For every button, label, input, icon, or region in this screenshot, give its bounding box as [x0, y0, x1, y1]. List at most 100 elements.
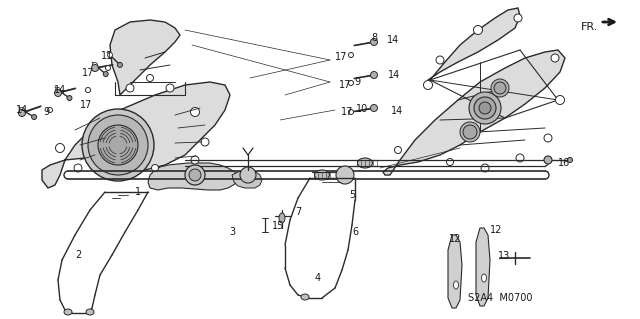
Ellipse shape [447, 159, 454, 166]
Ellipse shape [126, 84, 134, 92]
Ellipse shape [556, 95, 564, 105]
Ellipse shape [358, 158, 372, 168]
Ellipse shape [56, 144, 65, 152]
Ellipse shape [67, 95, 72, 100]
Text: 16: 16 [558, 158, 570, 168]
Ellipse shape [47, 108, 52, 113]
Ellipse shape [474, 97, 496, 119]
Ellipse shape [93, 63, 97, 68]
Ellipse shape [240, 167, 256, 183]
Text: 11: 11 [101, 51, 113, 61]
Ellipse shape [463, 125, 477, 139]
Polygon shape [232, 170, 262, 188]
Ellipse shape [201, 138, 209, 146]
Ellipse shape [74, 164, 82, 172]
Ellipse shape [436, 56, 444, 64]
Text: 10: 10 [356, 104, 368, 114]
Ellipse shape [82, 109, 154, 181]
Text: 17: 17 [82, 68, 94, 78]
Ellipse shape [481, 274, 486, 282]
Text: 17: 17 [335, 52, 347, 62]
Polygon shape [148, 163, 238, 190]
Ellipse shape [424, 80, 433, 90]
Ellipse shape [481, 164, 489, 172]
Ellipse shape [514, 14, 522, 22]
Ellipse shape [86, 309, 94, 315]
Ellipse shape [479, 102, 491, 114]
Ellipse shape [191, 156, 199, 164]
Polygon shape [110, 20, 180, 95]
Ellipse shape [454, 281, 458, 289]
Text: 15: 15 [272, 221, 284, 231]
Ellipse shape [117, 63, 122, 67]
Text: 14: 14 [388, 70, 400, 80]
Text: 8: 8 [371, 33, 377, 43]
Ellipse shape [166, 84, 174, 92]
Ellipse shape [469, 92, 501, 124]
Text: 17: 17 [339, 80, 351, 90]
Ellipse shape [147, 75, 154, 81]
Ellipse shape [191, 108, 200, 116]
Ellipse shape [314, 170, 330, 180]
Text: 5: 5 [349, 190, 355, 200]
Ellipse shape [516, 154, 524, 162]
Polygon shape [476, 228, 490, 306]
Ellipse shape [106, 65, 111, 70]
Text: S2A4  M0700: S2A4 M0700 [468, 293, 532, 303]
Ellipse shape [371, 39, 378, 46]
Text: 14: 14 [16, 105, 28, 115]
Ellipse shape [56, 87, 61, 93]
Ellipse shape [185, 165, 205, 185]
Ellipse shape [88, 115, 148, 175]
Text: 1: 1 [135, 187, 141, 197]
Ellipse shape [349, 53, 353, 57]
Polygon shape [42, 82, 230, 188]
Polygon shape [448, 235, 462, 308]
Text: FR.: FR. [581, 22, 598, 32]
Ellipse shape [103, 71, 108, 77]
Text: 17: 17 [80, 100, 92, 110]
Ellipse shape [64, 309, 72, 315]
Text: 14: 14 [387, 35, 399, 45]
Ellipse shape [92, 64, 99, 71]
Ellipse shape [31, 115, 36, 120]
Ellipse shape [336, 166, 354, 184]
Ellipse shape [301, 294, 309, 300]
Ellipse shape [494, 82, 506, 94]
Ellipse shape [349, 80, 353, 85]
Text: 9: 9 [43, 107, 49, 117]
Text: 12: 12 [490, 225, 502, 235]
Ellipse shape [54, 90, 61, 97]
Ellipse shape [474, 26, 483, 34]
Text: 12: 12 [449, 234, 461, 244]
Ellipse shape [108, 53, 113, 57]
Text: 2: 2 [75, 250, 81, 260]
Ellipse shape [568, 158, 573, 162]
Ellipse shape [279, 213, 285, 223]
Text: 7: 7 [295, 207, 301, 217]
Ellipse shape [371, 71, 378, 78]
Text: 13: 13 [498, 251, 510, 261]
Text: 17: 17 [341, 107, 353, 117]
Polygon shape [383, 50, 565, 175]
Ellipse shape [152, 165, 159, 172]
Ellipse shape [394, 146, 401, 153]
Text: 6: 6 [352, 227, 358, 237]
Ellipse shape [491, 79, 509, 97]
Ellipse shape [551, 54, 559, 62]
Ellipse shape [19, 109, 26, 116]
Ellipse shape [460, 122, 480, 142]
Text: 4: 4 [315, 273, 321, 283]
Text: 14: 14 [391, 106, 403, 116]
Ellipse shape [19, 108, 24, 113]
Ellipse shape [544, 156, 552, 164]
Ellipse shape [349, 109, 353, 115]
Ellipse shape [98, 125, 138, 165]
Text: 14: 14 [54, 85, 66, 95]
Ellipse shape [371, 105, 378, 112]
Ellipse shape [189, 169, 201, 181]
Polygon shape [425, 8, 520, 88]
Ellipse shape [544, 134, 552, 142]
Text: 3: 3 [229, 227, 235, 237]
Ellipse shape [86, 87, 90, 93]
